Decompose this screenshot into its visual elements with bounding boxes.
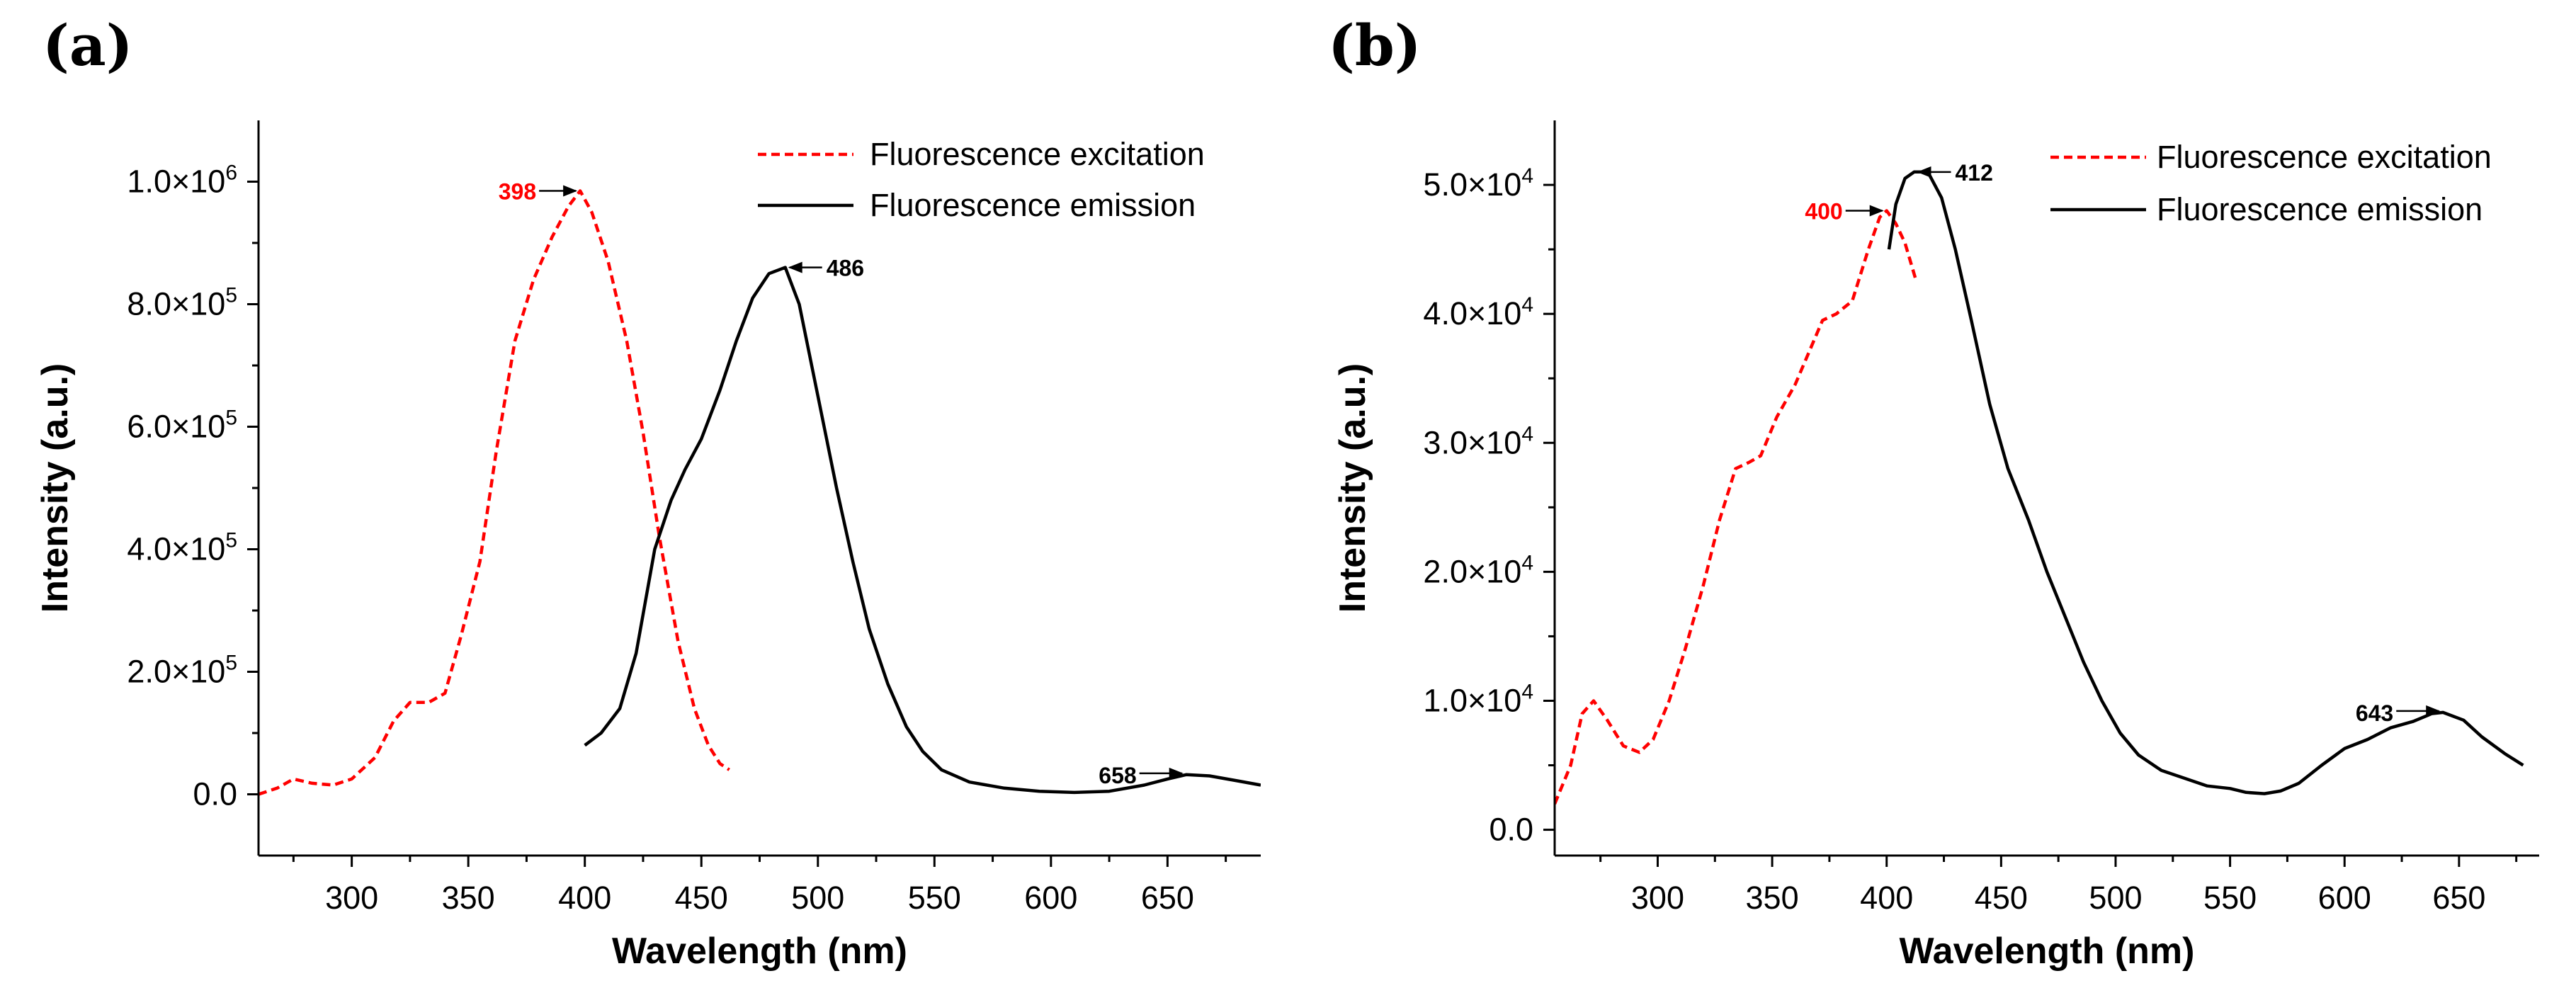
- x-tick-label: 300: [1631, 880, 1684, 916]
- peak-arrow-head: [1917, 166, 1931, 178]
- series-line-emission: [584, 266, 1261, 795]
- y-tick-label: 1.0×104: [1423, 680, 1533, 718]
- y-tick-label: 6.0×105: [127, 407, 237, 445]
- y-tick-label: 0.0: [1489, 812, 1533, 848]
- x-tick-label: 550: [908, 880, 961, 916]
- y-tick-label: 2.0×105: [127, 652, 237, 690]
- y-tick-label: 2.0×104: [1423, 551, 1533, 589]
- x-tick-label: 600: [1024, 880, 1077, 916]
- x-axis-title: Wavelength (nm): [1900, 931, 2195, 972]
- x-tick-label: 650: [1141, 880, 1194, 916]
- x-tick-label: 450: [1975, 880, 2028, 916]
- y-axis-title: Intensity (a.u.): [35, 363, 76, 613]
- legend-label: Fluorescence emission: [2157, 191, 2483, 227]
- x-tick-label: 550: [2203, 880, 2257, 916]
- x-tick-label: 400: [558, 880, 611, 916]
- y-tick-label: 3.0×104: [1423, 422, 1533, 460]
- x-tick-label: 400: [1860, 880, 1913, 916]
- panel-b: (b) 300 350 400 450 500 550 600 650 0.0 1.0×104 2.0…: [1328, 12, 2539, 972]
- panel-label: (a): [42, 12, 133, 79]
- x-tick-label: 350: [442, 880, 495, 916]
- peak-label: 398: [499, 178, 536, 204]
- y-tick-label: 8.0×105: [127, 284, 237, 322]
- series-line-excitation: [259, 189, 730, 796]
- x-tick-label: 600: [2318, 880, 2371, 916]
- peak-label: 643: [2356, 700, 2393, 726]
- peak-label: 400: [1805, 198, 1842, 224]
- peak-label: 486: [827, 256, 864, 281]
- series-line-emission: [1887, 170, 2524, 795]
- x-tick-label: 300: [325, 880, 378, 916]
- x-tick-label: 500: [791, 880, 844, 916]
- y-tick-label: 5.0×104: [1423, 164, 1533, 203]
- panel-a: (a) 300 350 400 450 500 550 600 650 0.0 2.0×105 4.0…: [35, 12, 1261, 972]
- peak-label: 412: [1956, 160, 1993, 186]
- peak-arrow-head: [2426, 705, 2441, 717]
- peak-arrow-head: [1869, 205, 1884, 217]
- y-axis-title: Intensity (a.u.): [1332, 363, 1373, 613]
- panel-label: (b): [1328, 12, 1422, 79]
- y-tick-label: 4.0×104: [1423, 293, 1533, 331]
- legend-label: Fluorescence excitation: [870, 136, 1205, 172]
- x-tick-label: 350: [1746, 880, 1799, 916]
- x-tick-label: 500: [2089, 880, 2142, 916]
- legend-label: Fluorescence emission: [870, 187, 1196, 223]
- x-tick-label: 450: [675, 880, 728, 916]
- y-tick-label: 1.0×106: [127, 161, 237, 200]
- x-axis-title: Wavelength (nm): [612, 931, 907, 972]
- peak-label: 658: [1099, 763, 1136, 788]
- peak-arrow-head: [563, 185, 578, 197]
- peak-arrow-head: [788, 261, 802, 273]
- legend-label: Fluorescence excitation: [2157, 139, 2492, 175]
- peak-arrow-head: [1169, 767, 1184, 779]
- series-line-excitation: [1555, 209, 1918, 805]
- y-tick-label: 0.0: [193, 776, 237, 812]
- x-tick-label: 650: [2432, 880, 2485, 916]
- y-tick-label: 4.0×105: [127, 529, 237, 567]
